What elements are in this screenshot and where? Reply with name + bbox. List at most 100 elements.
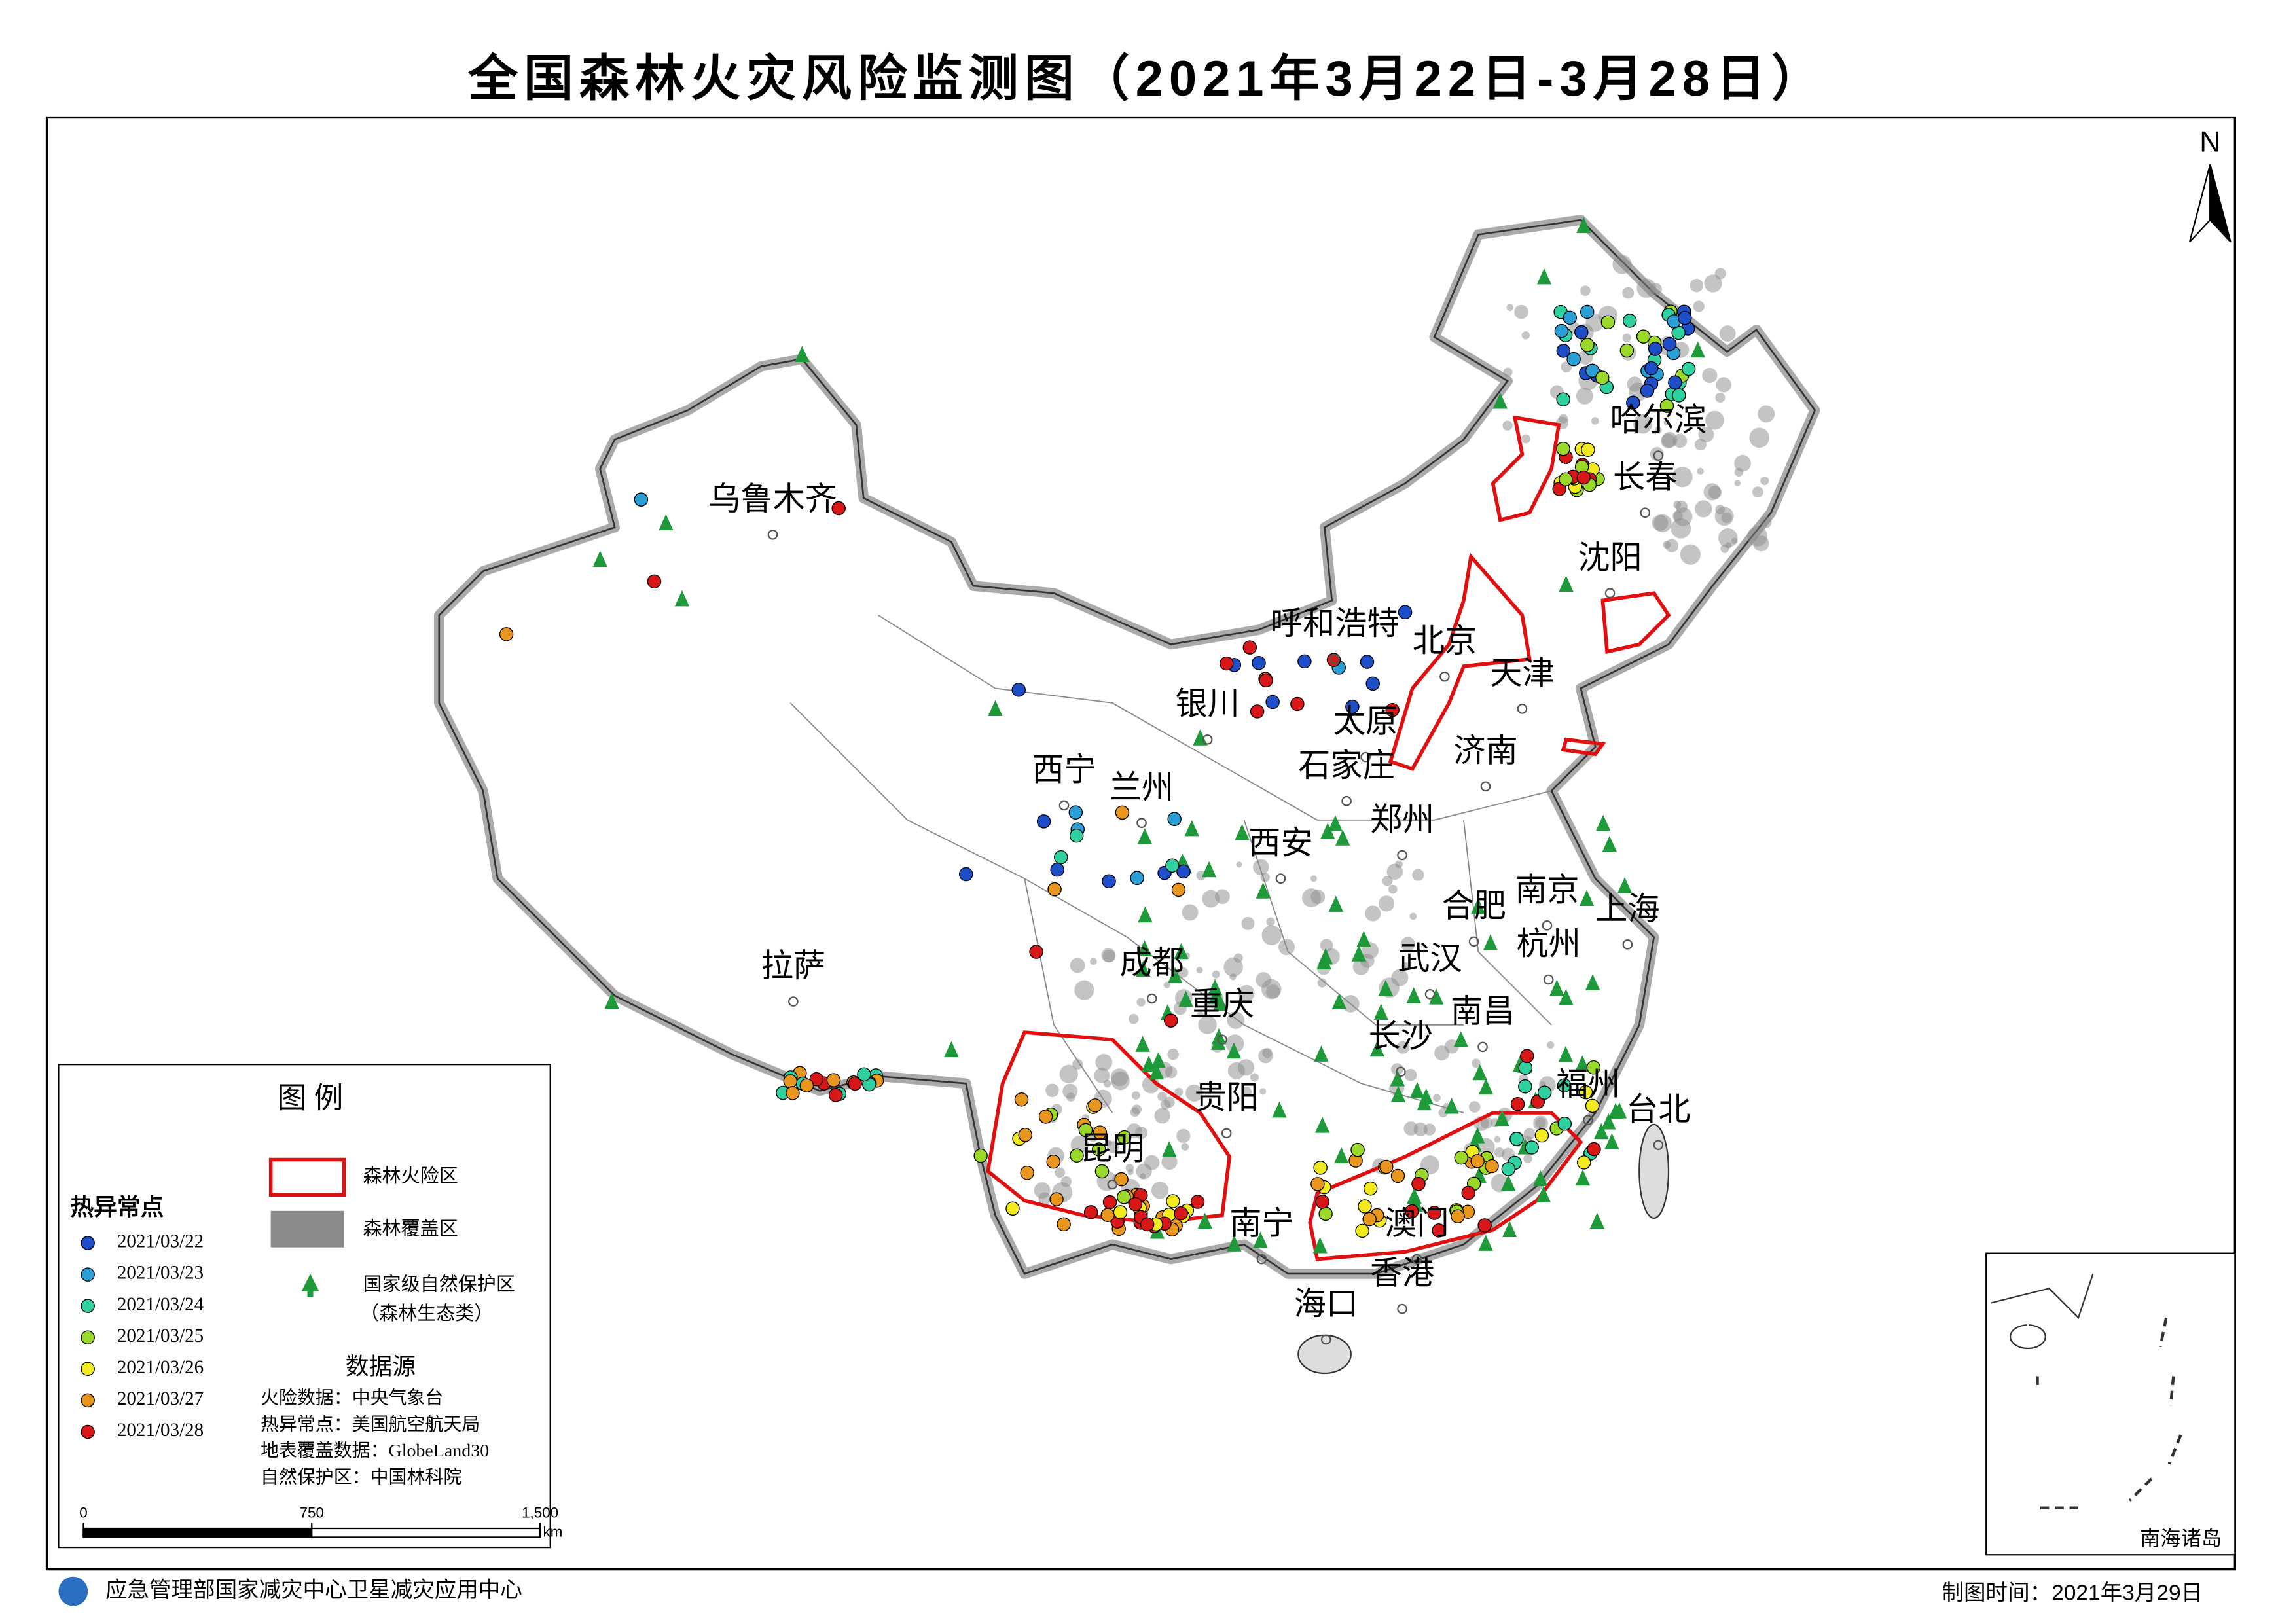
city-marker bbox=[1329, 654, 1341, 664]
hotspot bbox=[1355, 1223, 1369, 1238]
forest-patch bbox=[1396, 1041, 1410, 1054]
hotspot bbox=[1525, 1140, 1539, 1155]
hotspot bbox=[1130, 871, 1144, 885]
hotspot bbox=[1114, 1172, 1129, 1187]
forest-patch bbox=[1310, 875, 1317, 882]
reserve-swatch bbox=[301, 1273, 319, 1297]
forest-patch bbox=[1233, 953, 1243, 963]
forest-patch bbox=[1101, 948, 1116, 963]
reserve-tree bbox=[1533, 1170, 1548, 1187]
forest-patch bbox=[1559, 414, 1568, 424]
forest-patch bbox=[1503, 367, 1513, 377]
city-label: 呼和浩特 bbox=[1271, 605, 1400, 641]
hotspot bbox=[1250, 704, 1265, 719]
city-label: 香港 bbox=[1370, 1255, 1434, 1291]
forest-patch bbox=[1236, 861, 1242, 868]
reserve-tree bbox=[604, 992, 619, 1009]
hotspot bbox=[1265, 695, 1280, 710]
hotspot bbox=[1626, 395, 1640, 410]
forest-patch bbox=[1215, 889, 1230, 905]
hotspot bbox=[1556, 344, 1571, 358]
hotspot bbox=[1038, 1110, 1053, 1124]
forest-patch bbox=[1580, 285, 1591, 296]
reserve-tree bbox=[944, 1041, 959, 1058]
reserve-tree bbox=[1351, 945, 1367, 962]
forest-patch bbox=[1480, 1116, 1493, 1129]
scale-label: 1,500 bbox=[522, 1505, 558, 1521]
city-marker bbox=[1397, 850, 1407, 861]
reserve-tree bbox=[1406, 987, 1421, 1003]
reserve-tree bbox=[1575, 1169, 1591, 1186]
forest-patch bbox=[1045, 1083, 1059, 1097]
city-label: 上海 bbox=[1595, 891, 1659, 927]
reserve-tree bbox=[1419, 1088, 1434, 1105]
reserve-tree bbox=[1208, 988, 1223, 1004]
city-label: 贵阳 bbox=[1195, 1079, 1259, 1115]
forest-patch bbox=[1749, 427, 1769, 448]
hotspot bbox=[1534, 1128, 1549, 1143]
hotspot bbox=[1427, 1206, 1441, 1220]
hotspot bbox=[1600, 315, 1616, 329]
legend-box bbox=[58, 1064, 551, 1549]
hotspot bbox=[647, 574, 662, 589]
reserve-tree bbox=[1595, 814, 1611, 831]
forest-patch bbox=[1202, 890, 1220, 908]
city-marker bbox=[1275, 873, 1286, 884]
forest-patch bbox=[1715, 392, 1726, 403]
title: 全国森林火灾风险监测图（2021年3月22日-3月28日） bbox=[467, 51, 1827, 107]
forest-patch bbox=[1167, 1048, 1179, 1060]
forest-patch bbox=[1317, 978, 1327, 988]
hotspot bbox=[499, 627, 514, 641]
reserve-tree bbox=[1559, 988, 1574, 1005]
forest-patch bbox=[1055, 1167, 1065, 1178]
city-label: 北京 bbox=[1413, 623, 1477, 659]
legend-date: 2021/03/22 bbox=[117, 1231, 204, 1252]
hotspot bbox=[1360, 655, 1375, 669]
hotspot bbox=[1093, 1125, 1108, 1140]
hotspot bbox=[1350, 1142, 1365, 1157]
forest-patch bbox=[1654, 426, 1662, 434]
north-arrow: N bbox=[2188, 126, 2232, 243]
hotspot bbox=[1390, 1168, 1405, 1183]
city-marker bbox=[1424, 989, 1436, 1000]
forest-patch bbox=[1672, 467, 1693, 488]
forest-patch bbox=[1229, 973, 1237, 981]
forest-patch bbox=[1060, 1176, 1072, 1187]
hotspot bbox=[1362, 1212, 1377, 1227]
forest-patch bbox=[1521, 331, 1530, 340]
forest-patch bbox=[1403, 1121, 1419, 1136]
forest-patch bbox=[1034, 1182, 1051, 1199]
hotspot bbox=[799, 1078, 814, 1092]
legend-dot bbox=[81, 1424, 95, 1439]
city-label: 太原 bbox=[1333, 704, 1398, 740]
reserve-tree bbox=[1604, 1133, 1619, 1149]
hotspot bbox=[1358, 1199, 1372, 1214]
hotspot bbox=[1659, 399, 1674, 413]
reserve-tree bbox=[1559, 575, 1574, 592]
forest-swatch bbox=[270, 1210, 344, 1248]
hotspot bbox=[1252, 655, 1266, 670]
hotspot bbox=[831, 501, 846, 516]
hotspot bbox=[1398, 605, 1413, 620]
forest-patch bbox=[1197, 1011, 1204, 1018]
hotspot bbox=[1578, 1085, 1593, 1100]
forest-patch bbox=[1261, 925, 1282, 945]
city-label: 合肥 bbox=[1441, 888, 1506, 924]
forest-patch bbox=[1758, 405, 1775, 423]
hotspot bbox=[1070, 1148, 1084, 1163]
forest-patch bbox=[1378, 895, 1395, 912]
reserve-tree bbox=[1174, 943, 1189, 960]
reserve-tree bbox=[1478, 1078, 1494, 1095]
forest-patch bbox=[1059, 1064, 1078, 1084]
reserve-tree bbox=[1589, 1212, 1605, 1229]
forest-patch bbox=[1514, 304, 1528, 319]
reserve-tree bbox=[1575, 1055, 1590, 1072]
city-marker bbox=[1543, 974, 1554, 985]
city-marker bbox=[1542, 920, 1553, 931]
hotspots bbox=[499, 304, 1696, 1238]
reserve-tree bbox=[1390, 1070, 1405, 1087]
hotspot bbox=[1057, 1217, 1071, 1232]
hotspot bbox=[1520, 1049, 1534, 1064]
hotspot bbox=[1313, 1161, 1328, 1175]
